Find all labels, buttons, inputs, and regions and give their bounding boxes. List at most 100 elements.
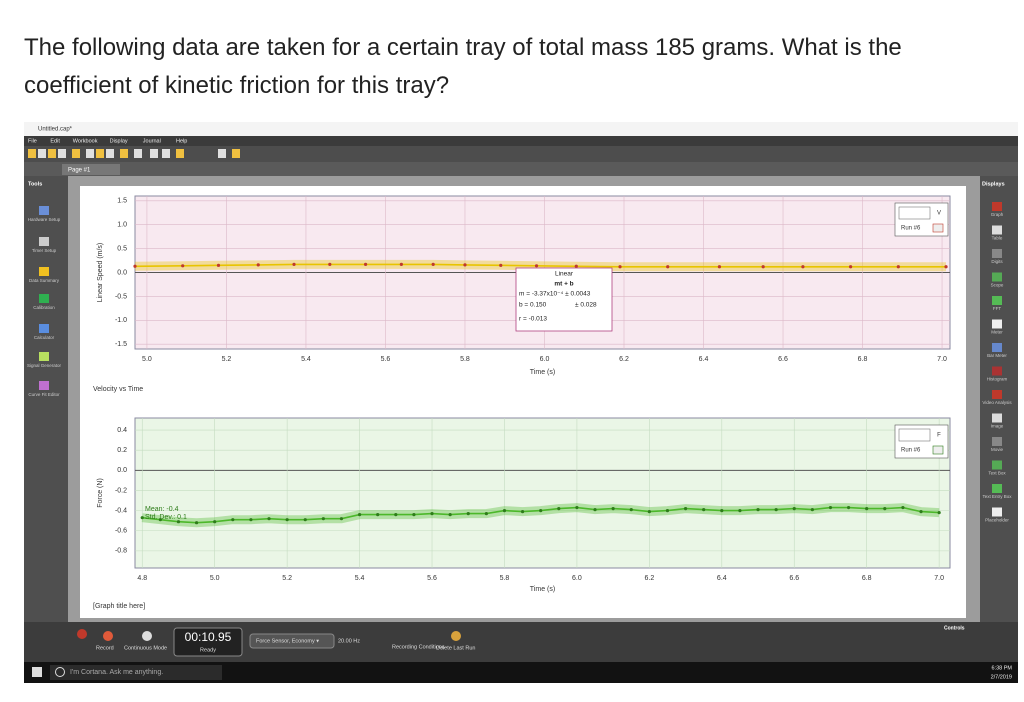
toolbar-icon[interactable] — [58, 149, 66, 158]
x-tick-label: 5.4 — [355, 575, 365, 582]
toolbar-icon[interactable] — [162, 149, 170, 158]
toolbar-icon[interactable] — [134, 149, 142, 158]
display-icon[interactable] — [992, 413, 1002, 423]
data-point — [484, 512, 488, 516]
display-icon[interactable] — [992, 366, 1002, 376]
display-label[interactable]: Bar Meter — [987, 353, 1007, 358]
search-text[interactable]: I'm Cortana. Ask me anything. — [70, 669, 163, 676]
display-label[interactable]: FFT — [993, 306, 1001, 311]
display-icon[interactable] — [992, 319, 1002, 329]
delete-icon[interactable] — [451, 631, 461, 641]
display-label[interactable]: Meter — [991, 330, 1003, 335]
display-label[interactable]: Video Analysis — [982, 400, 1012, 405]
display-icon[interactable] — [992, 343, 1002, 352]
data-point — [140, 516, 144, 520]
data-point — [846, 505, 851, 510]
tool-label[interactable]: Calibration — [33, 305, 55, 310]
data-point — [176, 520, 181, 524]
delete-run[interactable]: Delete Last Run — [436, 645, 475, 651]
tool-icon[interactable] — [39, 294, 49, 303]
tool-icon[interactable] — [39, 206, 49, 215]
tool-label[interactable]: Hardware Setup — [28, 217, 61, 222]
tab[interactable] — [62, 164, 120, 175]
toolbar-icon[interactable] — [232, 149, 240, 158]
toolbar-icon[interactable] — [28, 149, 36, 158]
legend-symbol: F — [937, 433, 941, 439]
recording-conditions[interactable]: Recording Conditions — [392, 644, 445, 650]
record-button[interactable] — [103, 631, 113, 641]
record-icon[interactable] — [77, 629, 87, 639]
data-point — [647, 510, 651, 514]
display-icon[interactable] — [992, 460, 1002, 470]
toolbar-icon[interactable] — [120, 149, 128, 158]
display-icon[interactable] — [992, 202, 1002, 211]
menu-item[interactable]: Display — [110, 138, 128, 144]
toolbar-icon[interactable] — [150, 149, 158, 158]
display-label[interactable]: Image — [991, 424, 1004, 429]
tool-icon[interactable] — [39, 381, 49, 390]
tool-icon[interactable] — [39, 237, 49, 246]
display-label[interactable]: Text Box — [988, 471, 1006, 476]
display-label[interactable]: Scope — [991, 283, 1004, 288]
display-icon[interactable] — [992, 272, 1002, 282]
sensor[interactable]: Force Sensor, Economy ▾ — [256, 638, 319, 644]
rate[interactable]: 20.00 Hz — [338, 638, 360, 644]
legend-symbol: V — [937, 211, 941, 217]
display-icon[interactable] — [992, 249, 1002, 258]
tool-label[interactable]: Signal Generator — [27, 363, 62, 368]
tool-label[interactable]: Timer Setup — [32, 248, 57, 253]
display-icon[interactable] — [992, 484, 1002, 493]
x-tick-label: 5.0 — [142, 356, 152, 363]
toolbar-icon[interactable] — [176, 149, 184, 158]
mode-icon[interactable] — [142, 631, 152, 641]
tool-label[interactable]: Calculator — [34, 335, 55, 340]
toolbar-icon[interactable] — [86, 149, 94, 158]
start-button[interactable] — [32, 667, 42, 677]
display-label[interactable]: Graph — [991, 212, 1004, 217]
sensor-select[interactable] — [249, 633, 335, 649]
tab-label[interactable]: Page #1 — [68, 168, 91, 174]
y-axis-label: Force (N) — [97, 478, 104, 508]
toolbar-icon[interactable] — [106, 149, 114, 158]
data-point — [665, 509, 670, 513]
tool-icon[interactable] — [39, 267, 49, 276]
menu-item[interactable]: Workbook — [73, 138, 98, 144]
tool-icon[interactable] — [39, 324, 49, 333]
display-icon[interactable] — [992, 507, 1002, 517]
display-icon[interactable] — [992, 437, 1002, 446]
toolbar-icon[interactable] — [218, 149, 226, 158]
display-icon[interactable] — [992, 225, 1002, 235]
data-point — [412, 513, 416, 517]
display-label[interactable]: Digits — [991, 259, 1003, 264]
display-label[interactable]: Table — [992, 236, 1003, 241]
toolbar-icon[interactable] — [48, 149, 56, 158]
data-point — [328, 262, 332, 266]
menu-item[interactable]: Journal — [143, 138, 161, 144]
display-label[interactable]: Placeholder — [985, 518, 1009, 523]
cortana-icon[interactable] — [55, 667, 65, 677]
display-icon[interactable] — [992, 296, 1002, 305]
data-point — [557, 507, 561, 511]
display-icon[interactable] — [992, 390, 1002, 399]
data-point — [292, 262, 296, 266]
tool-label[interactable]: Data Summary — [29, 278, 60, 283]
menu-item[interactable]: Edit — [50, 138, 60, 144]
tool-label[interactable]: Curve Fit Editor — [28, 392, 60, 397]
clock-date: 2/7/2019 — [991, 674, 1012, 680]
menu-item[interactable]: Help — [176, 138, 187, 144]
display-label[interactable]: Histogram — [987, 377, 1008, 382]
tool-icon[interactable] — [39, 352, 49, 361]
toolbar-icon[interactable] — [72, 149, 80, 158]
data-point — [937, 511, 941, 515]
tools-panel — [24, 176, 68, 622]
fit-text: mt + b — [554, 281, 573, 288]
toolbar-icon[interactable] — [96, 149, 104, 158]
menu-item[interactable]: File — [28, 138, 37, 144]
legend-label: Run #6 — [901, 448, 921, 454]
display-label[interactable]: Movie — [991, 447, 1004, 452]
stats-text: Mean: -0.4 — [145, 506, 179, 513]
x-tick-label: 6.4 — [699, 356, 709, 363]
display-label[interactable]: Text Entry Box — [982, 494, 1012, 499]
search-box[interactable] — [50, 665, 222, 680]
toolbar-icon[interactable] — [38, 149, 46, 158]
